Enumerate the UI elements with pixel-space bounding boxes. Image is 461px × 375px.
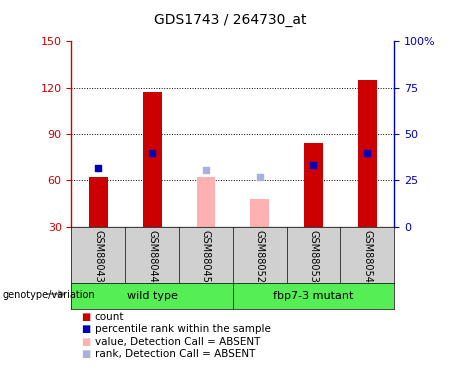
Bar xyxy=(250,199,269,227)
Point xyxy=(310,162,317,168)
Text: fbp7-3 mutant: fbp7-3 mutant xyxy=(273,291,354,301)
Text: GSM88043: GSM88043 xyxy=(93,230,103,282)
Point xyxy=(202,166,210,172)
Text: GSM88045: GSM88045 xyxy=(201,230,211,283)
Text: value, Detection Call = ABSENT: value, Detection Call = ABSENT xyxy=(95,337,260,346)
Text: count: count xyxy=(95,312,124,322)
Text: ■: ■ xyxy=(81,349,90,359)
Text: GSM88044: GSM88044 xyxy=(147,230,157,282)
Text: percentile rank within the sample: percentile rank within the sample xyxy=(95,324,271,334)
Point xyxy=(256,174,263,180)
Text: rank, Detection Call = ABSENT: rank, Detection Call = ABSENT xyxy=(95,349,255,359)
Text: GDS1743 / 264730_at: GDS1743 / 264730_at xyxy=(154,13,307,27)
Text: GSM88053: GSM88053 xyxy=(308,230,319,283)
Text: genotype/variation: genotype/variation xyxy=(2,291,95,300)
Bar xyxy=(304,143,323,227)
Point xyxy=(148,150,156,156)
Text: GSM88054: GSM88054 xyxy=(362,230,372,283)
Text: ■: ■ xyxy=(81,324,90,334)
Point xyxy=(364,150,371,156)
Text: GSM88052: GSM88052 xyxy=(254,230,265,283)
Bar xyxy=(358,80,377,227)
Bar xyxy=(143,92,161,227)
Point xyxy=(95,165,102,171)
Text: ■: ■ xyxy=(81,312,90,322)
Text: wild type: wild type xyxy=(127,291,177,301)
Bar xyxy=(196,177,215,227)
Bar xyxy=(89,177,108,227)
Text: ■: ■ xyxy=(81,337,90,346)
